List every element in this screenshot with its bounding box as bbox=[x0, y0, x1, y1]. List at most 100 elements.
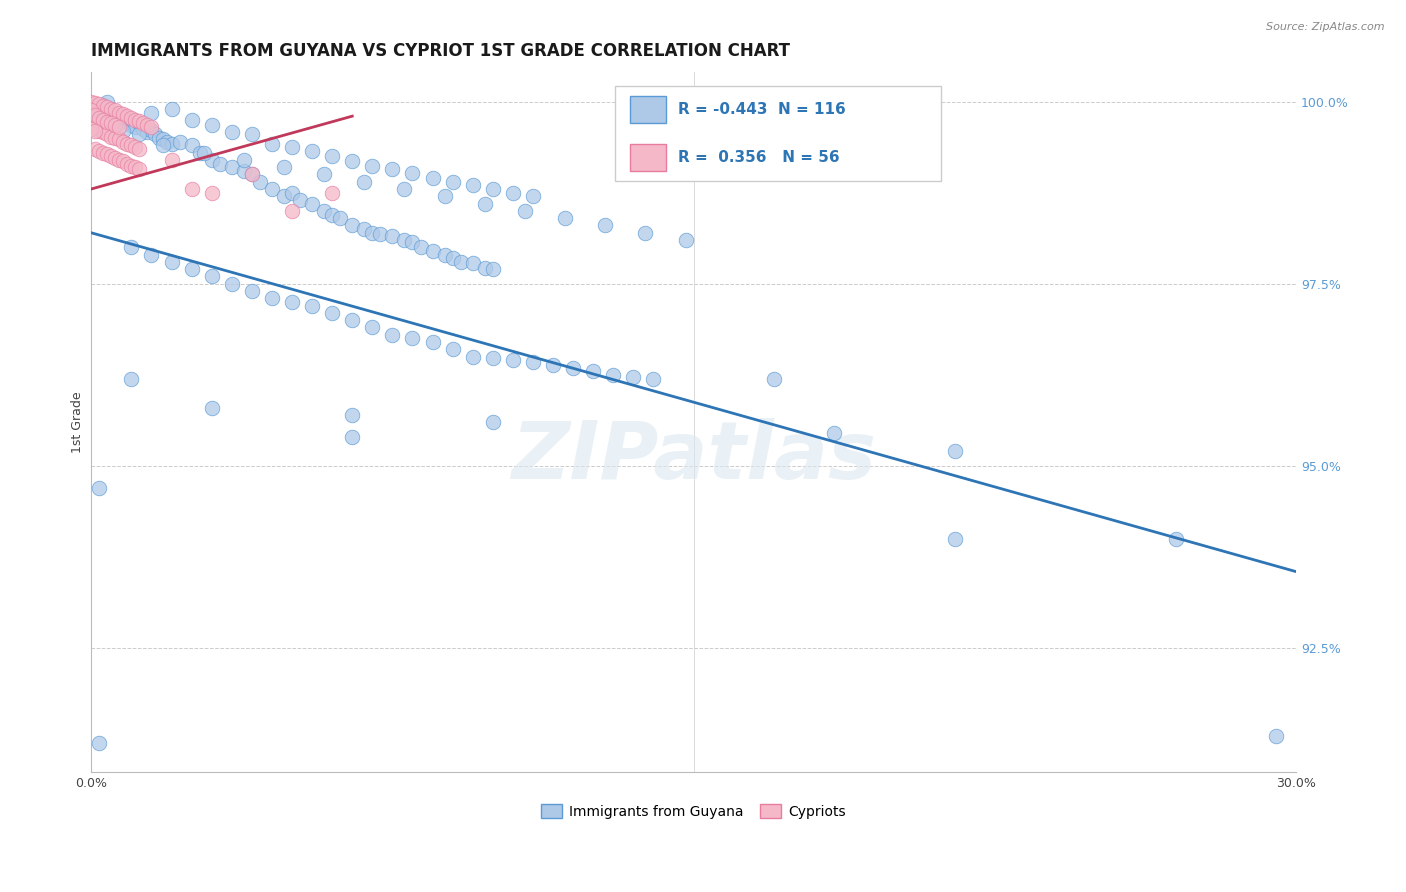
Point bbox=[201, 186, 224, 200]
Legend: Immigrants from Guyana, Cypriots: Immigrants from Guyana, Cypriots bbox=[536, 798, 852, 824]
Point bbox=[522, 355, 544, 369]
Point bbox=[132, 122, 155, 136]
Point bbox=[433, 247, 456, 261]
Point bbox=[201, 269, 224, 284]
Point bbox=[381, 327, 404, 342]
Point bbox=[124, 120, 146, 134]
Point bbox=[84, 96, 107, 111]
Bar bbox=[630, 145, 666, 171]
Point bbox=[240, 168, 263, 182]
Point bbox=[441, 175, 464, 189]
Point bbox=[461, 178, 484, 193]
Point bbox=[361, 159, 384, 173]
Point bbox=[84, 142, 107, 156]
Point bbox=[232, 163, 254, 178]
Text: IMMIGRANTS FROM GUYANA VS CYPRIOT 1ST GRADE CORRELATION CHART: IMMIGRANTS FROM GUYANA VS CYPRIOT 1ST GR… bbox=[91, 42, 790, 60]
Y-axis label: 1st Grade: 1st Grade bbox=[72, 392, 84, 453]
Point bbox=[342, 219, 364, 233]
Point bbox=[141, 105, 163, 120]
Point bbox=[91, 112, 114, 127]
Point bbox=[152, 132, 174, 146]
Point bbox=[193, 145, 215, 160]
Point bbox=[136, 118, 159, 132]
Point bbox=[281, 203, 304, 218]
Point bbox=[188, 145, 211, 160]
Point bbox=[120, 118, 142, 132]
Point bbox=[482, 262, 505, 277]
Point bbox=[100, 116, 122, 130]
Point bbox=[96, 95, 118, 109]
Text: Source: ZipAtlas.com: Source: ZipAtlas.com bbox=[1267, 22, 1385, 32]
Point bbox=[128, 116, 150, 130]
Point bbox=[314, 203, 336, 218]
Point bbox=[321, 208, 343, 222]
Point bbox=[100, 102, 122, 116]
Point bbox=[108, 153, 131, 167]
Point bbox=[136, 125, 159, 139]
Point bbox=[132, 116, 155, 130]
Point bbox=[281, 186, 304, 200]
Point bbox=[84, 102, 107, 116]
Point bbox=[128, 114, 150, 128]
Point bbox=[180, 138, 202, 153]
Point bbox=[84, 108, 107, 122]
Point bbox=[422, 171, 444, 186]
Point bbox=[91, 125, 114, 139]
Point bbox=[104, 103, 127, 118]
Point bbox=[180, 182, 202, 196]
Point bbox=[91, 145, 114, 160]
Point bbox=[361, 320, 384, 334]
Point bbox=[117, 109, 139, 123]
Point bbox=[342, 154, 364, 169]
Point bbox=[180, 112, 202, 127]
Point bbox=[450, 255, 472, 269]
Point bbox=[353, 222, 375, 236]
Point bbox=[394, 233, 416, 247]
Point bbox=[117, 156, 139, 170]
Point bbox=[562, 360, 585, 375]
Point bbox=[80, 103, 103, 118]
Point bbox=[593, 219, 616, 233]
Point bbox=[112, 109, 135, 123]
Point bbox=[89, 105, 111, 120]
Point bbox=[80, 95, 103, 109]
Bar bbox=[630, 96, 666, 123]
Point bbox=[128, 142, 150, 156]
Point bbox=[502, 353, 524, 368]
Point bbox=[621, 370, 644, 384]
Point bbox=[124, 140, 146, 154]
Point bbox=[943, 532, 966, 546]
Point bbox=[361, 226, 384, 240]
Point bbox=[433, 189, 456, 203]
Point bbox=[422, 334, 444, 349]
Point bbox=[128, 161, 150, 176]
Point bbox=[762, 371, 785, 385]
Point bbox=[232, 153, 254, 167]
Point bbox=[401, 331, 423, 345]
Point bbox=[148, 131, 170, 145]
Point bbox=[104, 118, 127, 132]
Point bbox=[522, 189, 544, 203]
Point bbox=[342, 430, 364, 444]
Point bbox=[342, 408, 364, 422]
Point bbox=[141, 123, 163, 137]
Point bbox=[221, 277, 243, 291]
Point bbox=[201, 118, 224, 132]
Point bbox=[89, 736, 111, 750]
Point bbox=[100, 105, 122, 120]
Point bbox=[104, 112, 127, 127]
Point bbox=[240, 284, 263, 298]
Point bbox=[89, 481, 111, 495]
Point bbox=[141, 247, 163, 261]
Point bbox=[441, 252, 464, 266]
Point bbox=[401, 166, 423, 180]
Text: R =  0.356   N = 56: R = 0.356 N = 56 bbox=[678, 150, 839, 165]
Point bbox=[160, 102, 183, 116]
Text: R = -0.443  N = 116: R = -0.443 N = 116 bbox=[678, 102, 846, 117]
Point bbox=[128, 128, 150, 142]
Point bbox=[160, 153, 183, 167]
Point bbox=[301, 196, 323, 211]
Point bbox=[112, 107, 135, 121]
Point bbox=[100, 149, 122, 163]
Point bbox=[541, 359, 564, 373]
